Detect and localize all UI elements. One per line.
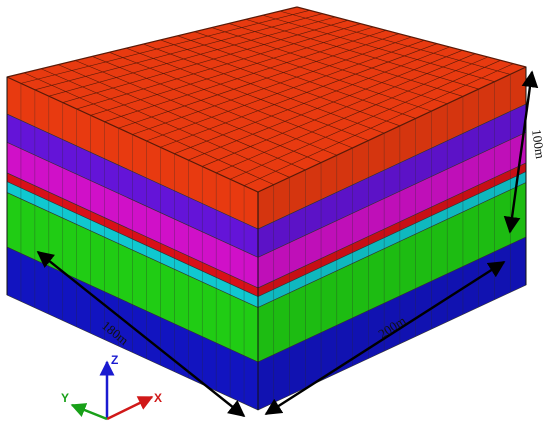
depth-dimension-line (36, 250, 246, 418)
top-grid-line (262, 14, 495, 82)
top-grid-line (118, 33, 399, 129)
top-grid-line (58, 64, 306, 171)
width-dimension-line (264, 260, 506, 416)
top-grid-line (279, 10, 511, 75)
top-grid-line (211, 27, 448, 105)
top-grid-line (20, 10, 310, 84)
top-grid-line (34, 13, 323, 91)
top-grid-line (243, 63, 514, 186)
top-grid-line (92, 56, 337, 156)
top-grid-line (132, 36, 412, 135)
top-grid-line (160, 43, 438, 148)
top-grid-line (143, 43, 385, 134)
top-grid-line (126, 47, 369, 141)
top-grid-line (245, 19, 479, 90)
top-grid-line (90, 26, 374, 116)
y-axis-arrow (70, 403, 108, 421)
top-grid-line (202, 53, 476, 167)
height-dimension-line (503, 70, 539, 234)
top-grid-line (75, 60, 322, 163)
top-grid-line (109, 52, 353, 149)
top-edge (6, 6, 298, 78)
top-edge (6, 76, 259, 193)
top-grid-line (48, 16, 336, 97)
y-axis-label: Y (61, 391, 69, 405)
top-grid-line (23, 72, 274, 185)
top-grid-line (216, 56, 488, 174)
top-edge (257, 66, 527, 193)
top-grid-line (194, 31, 432, 112)
top-grid-line (228, 23, 464, 97)
x-axis-label: X (154, 391, 162, 405)
axis-triad: Z X Y (61, 353, 162, 421)
top-grid-line (188, 50, 463, 161)
top-grid-line (76, 23, 361, 110)
top-grid-line (146, 40, 425, 142)
top-grid-line (62, 20, 348, 103)
top-grid-line (174, 46, 450, 154)
height-label: 100m (529, 128, 548, 159)
top-edge (296, 6, 527, 68)
x-axis-arrow (106, 395, 154, 421)
z-axis-label: Z (111, 353, 118, 367)
top-grid-line (160, 39, 400, 127)
top-grid-line (40, 68, 290, 178)
top-grid-line (104, 30, 387, 123)
top-grid-line (177, 35, 416, 119)
top-grid-line (229, 60, 501, 180)
